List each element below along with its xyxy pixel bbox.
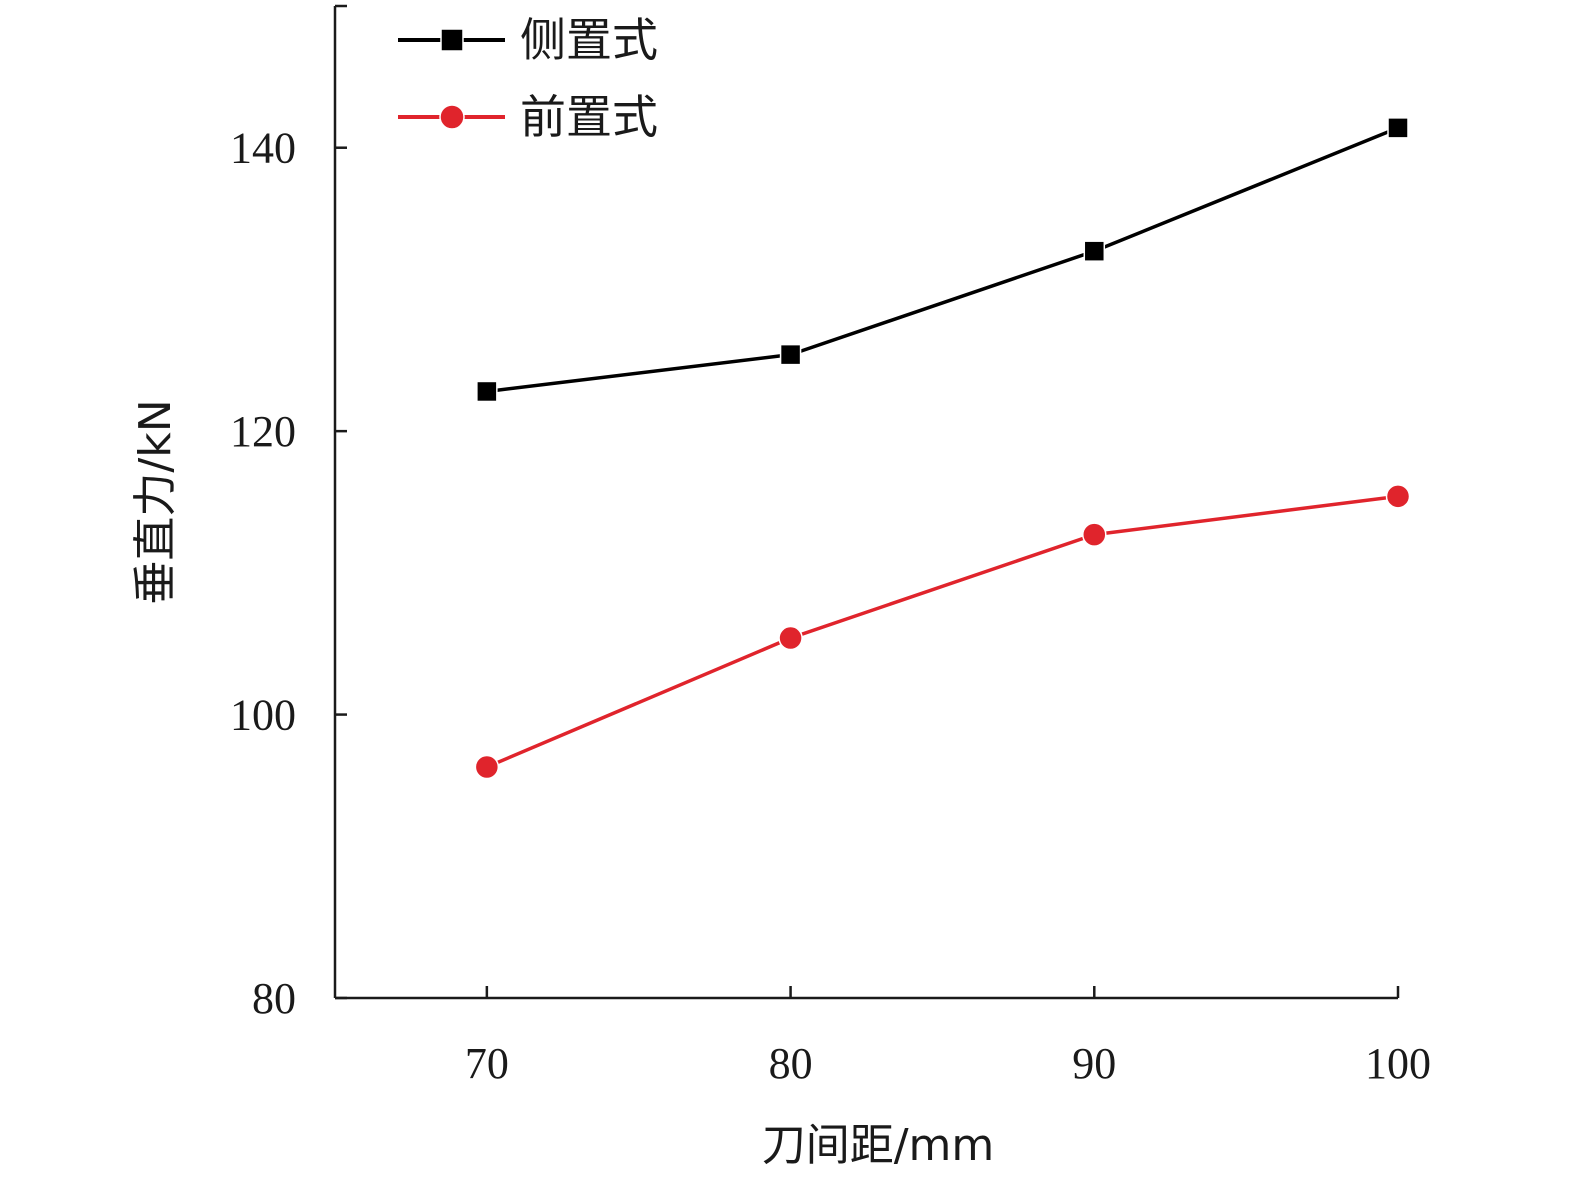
y-tick-label: 140 (230, 124, 296, 173)
data-point (1387, 117, 1409, 139)
data-point (476, 380, 498, 403)
legend-label: 侧置式 (520, 13, 658, 67)
data-point (1385, 484, 1411, 509)
data-point (779, 343, 802, 366)
data-point (778, 625, 803, 651)
x-tick-label: 80 (769, 1039, 813, 1088)
x-tick-label: 100 (1365, 1039, 1431, 1088)
axes: 80 100 120 140 70 80 90 100 (230, 4, 1431, 1088)
series-0 (476, 117, 1409, 403)
x-axis-title: 刀间距/mm (762, 1120, 995, 1171)
y-tick-label: 100 (230, 691, 296, 740)
legend-label: 前置式 (520, 90, 658, 144)
legend-marker (440, 28, 464, 52)
data-point (474, 754, 500, 780)
series-line (486, 494, 1399, 769)
x-tick-label: 70 (465, 1039, 509, 1088)
data-point (1083, 240, 1106, 262)
y-axis-title: 垂直力/kN (130, 399, 181, 604)
series-line (486, 126, 1399, 394)
series-layer (474, 117, 1411, 780)
data-point (1082, 522, 1107, 547)
y-tick-label: 80 (252, 974, 296, 1023)
legend-marker (439, 104, 465, 130)
legend-entry: 侧置式 (398, 13, 658, 67)
legend-entry: 前置式 (398, 90, 658, 144)
series-1 (474, 484, 1411, 780)
y-tick-label: 120 (230, 407, 296, 456)
x-tick-label: 90 (1072, 1039, 1116, 1088)
